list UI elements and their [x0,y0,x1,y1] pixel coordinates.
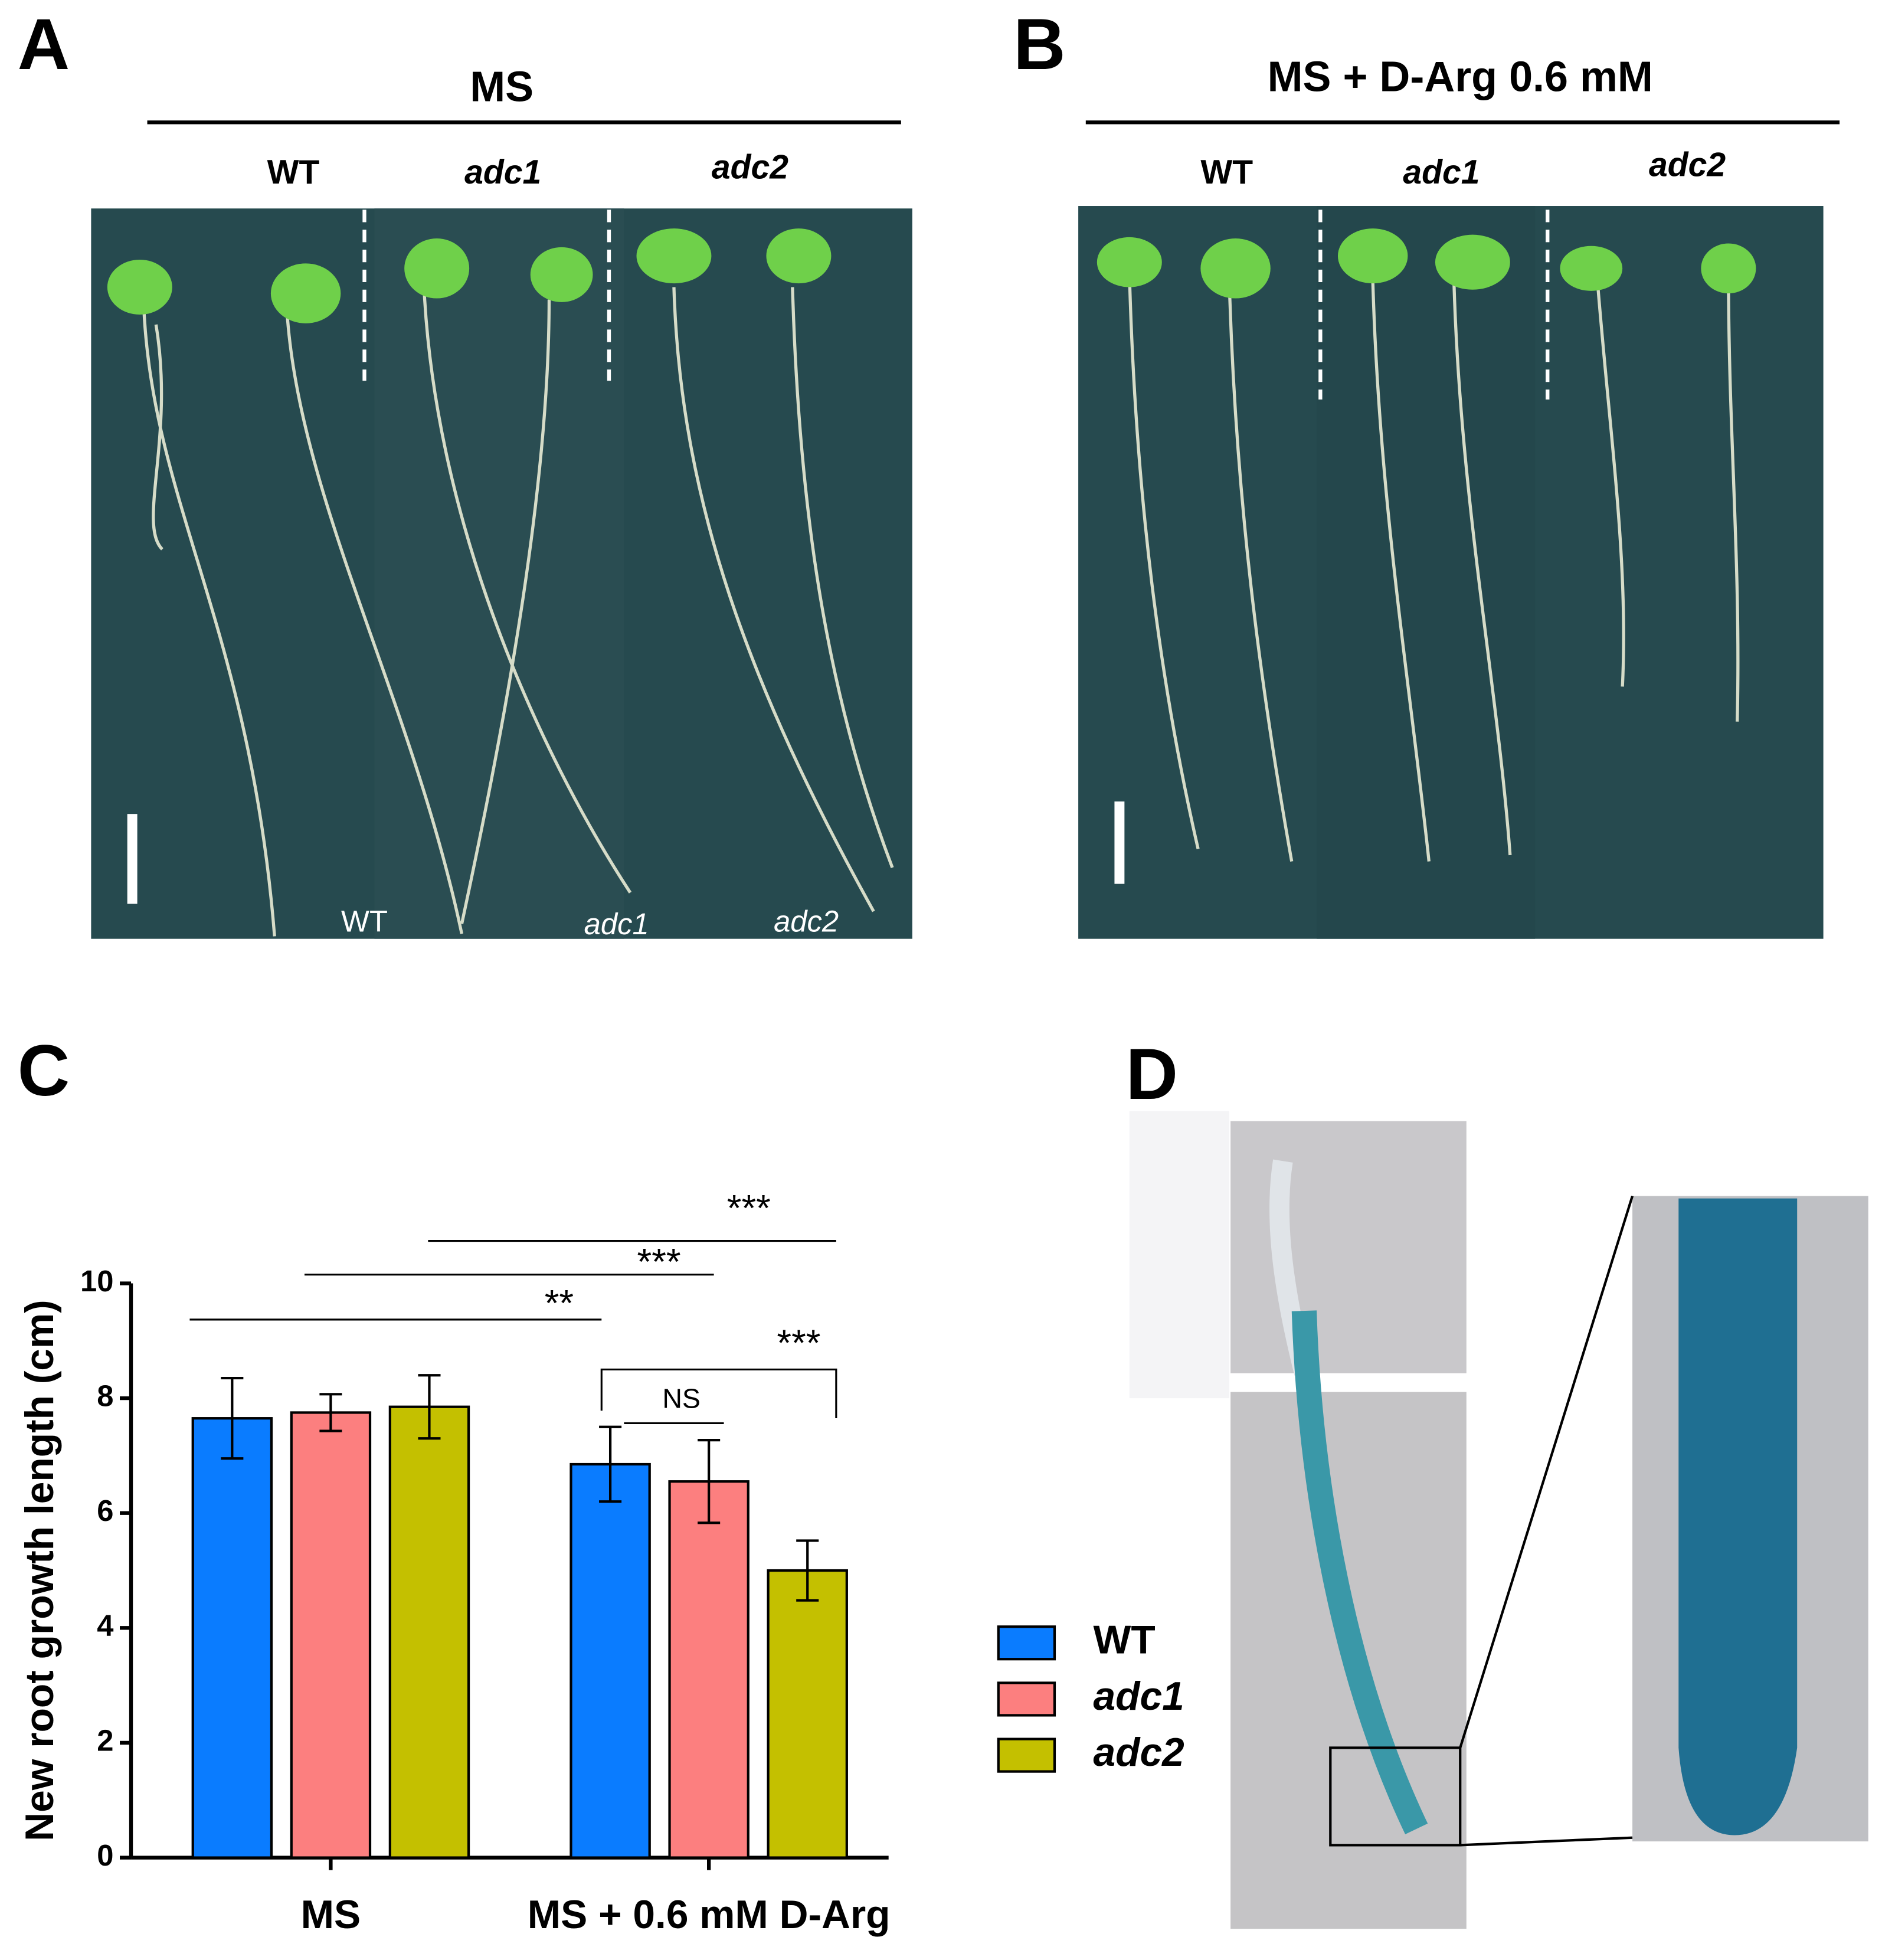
condition-header: MS + D-Arg 0.6 mM [1268,53,1653,100]
bar [767,1569,848,1859]
seedling-photo [91,208,912,939]
y-tick-label: 8 [97,1379,113,1413]
y-axis-title: New root growth length (cm) [18,1300,62,1841]
x-tick-label: MS + 0.6 mM D-Arg [528,1893,891,1937]
photo-label: adc2 [774,905,839,938]
bar [290,1411,372,1859]
error-bar [599,1425,622,1503]
y-tick-label: 6 [97,1494,113,1527]
panel-label: B [1013,4,1066,84]
significance-label: *** [777,1323,820,1364]
bar [668,1480,749,1859]
y-tick-label: 0 [97,1838,113,1872]
y-tick-label: 4 [97,1609,113,1642]
legend-swatch [997,1681,1056,1717]
condition-header: MS [470,63,533,110]
genotype-label: adc1 [1403,153,1480,191]
significance-label: *** [637,1242,681,1283]
bar [191,1417,273,1859]
legend-label: WT [1093,1618,1155,1663]
significance-label: NS [662,1383,701,1414]
error-bar [796,1539,819,1602]
panel-label: D [1125,1033,1178,1114]
genotype-label: adc2 [1649,146,1726,184]
seedling-photo [1078,206,1824,939]
x-tick-label: MS [301,1893,361,1937]
panel-label: A [18,4,70,84]
gus-photo [1129,1111,1868,1929]
legend-swatch [997,1625,1056,1661]
genotype-label: adc2 [712,149,788,186]
legend-label: adc1 [1093,1674,1184,1719]
significance-line [600,1368,837,1418]
genotype-label: WT [1200,153,1253,191]
bar [388,1405,470,1859]
panel-label: C [18,1030,70,1111]
legend-label: adc2 [1093,1730,1184,1775]
legend-swatch [997,1738,1056,1773]
y-tick-label: 2 [97,1723,113,1757]
error-bar [418,1374,441,1440]
photo-label: WT [341,905,388,938]
significance-label: *** [727,1188,771,1229]
genotype-label: adc1 [464,153,541,191]
error-bar [221,1376,244,1460]
significance-label: ** [545,1282,574,1324]
error-bar [319,1393,342,1432]
genotype-label: WT [267,153,320,191]
error-bar [698,1439,721,1524]
y-tick-label: 10 [80,1264,113,1298]
bar [569,1462,651,1859]
photo-label: adc1 [584,907,649,941]
